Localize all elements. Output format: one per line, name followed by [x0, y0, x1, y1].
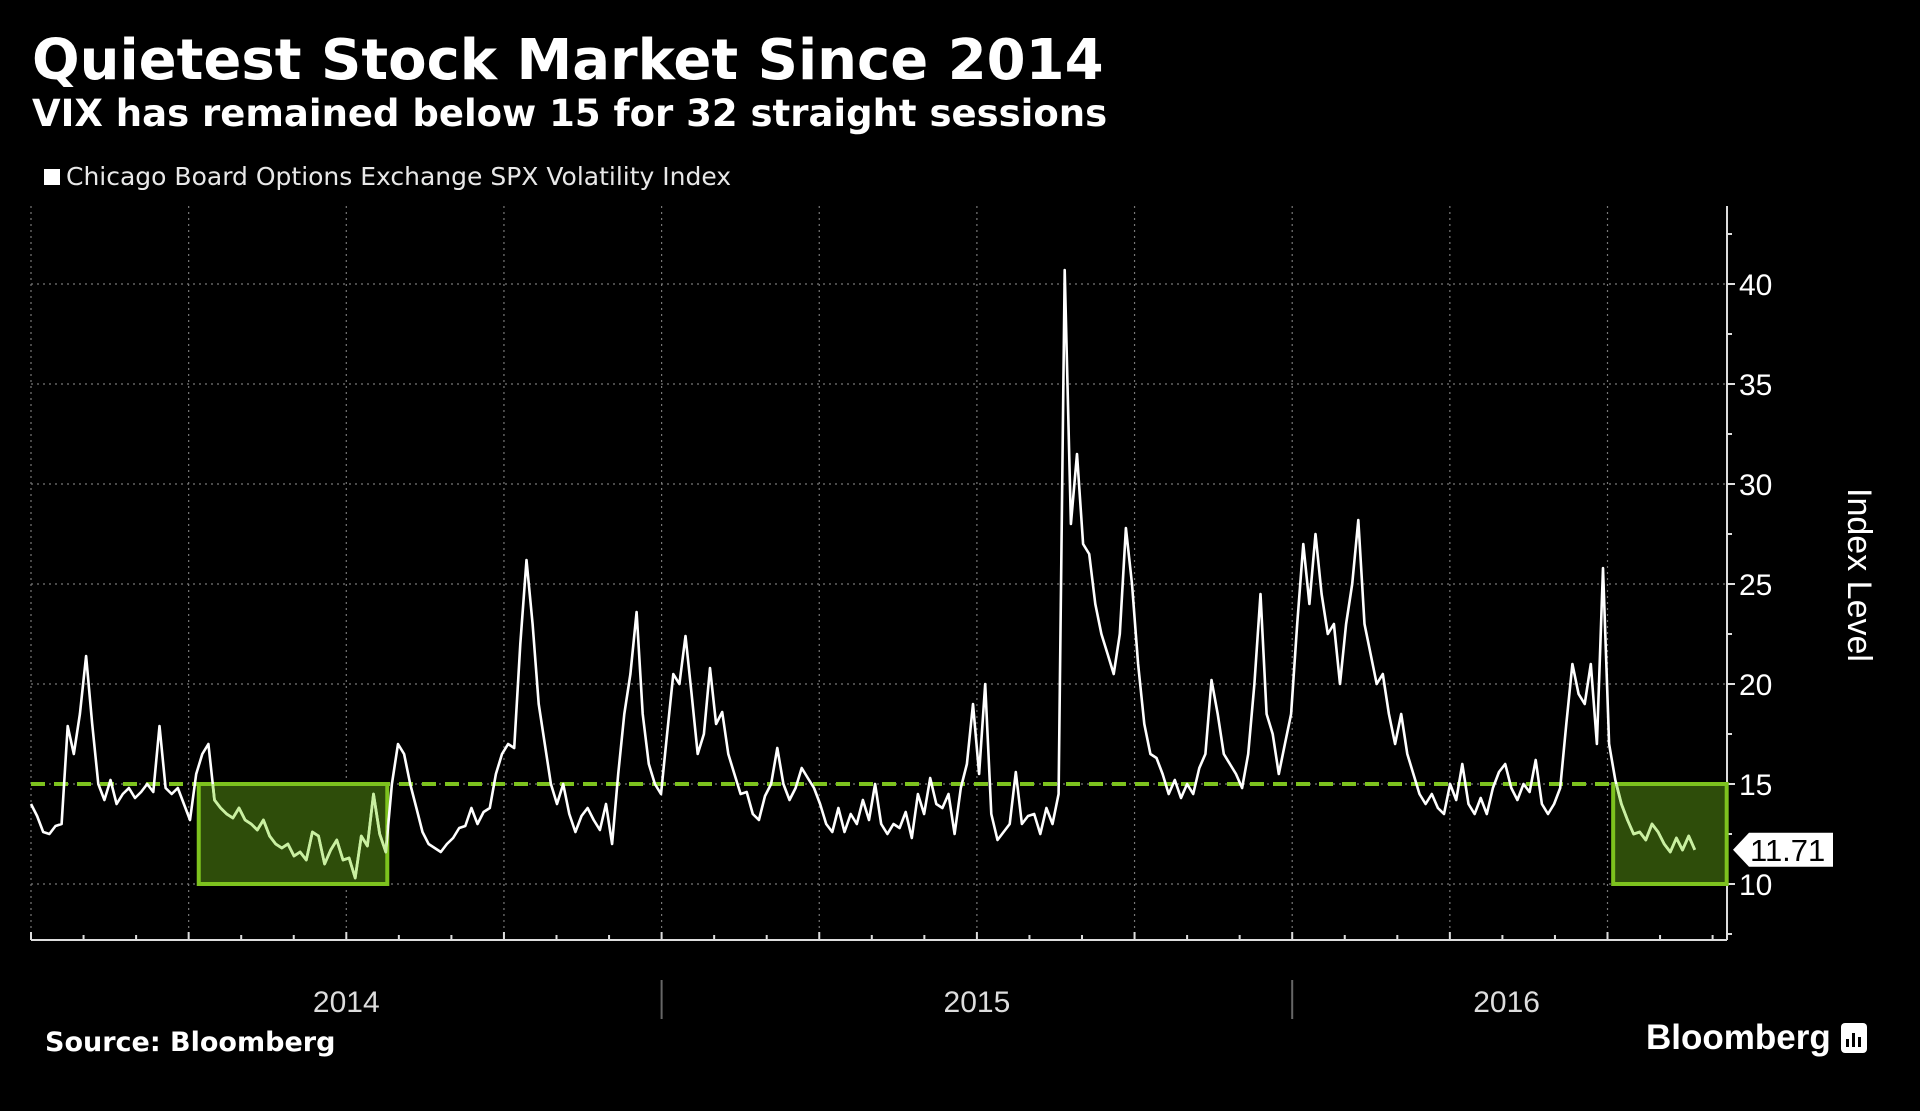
y-tick-labels: 10 15 20 25 30 35 40 — [1739, 269, 1772, 902]
legend-label: Chicago Board Options Exchange SPX Volat… — [66, 162, 732, 191]
highlight-box — [1611, 782, 1729, 886]
chart-subtitle: VIX has remained below 15 for 32 straigh… — [32, 92, 1108, 135]
y-tick-label: 35 — [1739, 369, 1772, 402]
y-axis-label: Index Level — [1840, 488, 1878, 662]
last-value-box — [1733, 832, 1833, 867]
x-tick-label: 2016 — [1473, 986, 1540, 1019]
y-tick-label: 20 — [1739, 669, 1772, 702]
axes — [30, 206, 1735, 1019]
series-lines — [29, 268, 1697, 880]
last-value-text: 11.71 — [1750, 833, 1825, 868]
y-tick-label: 30 — [1739, 469, 1772, 502]
highlight-box — [196, 782, 390, 886]
x-tick-label: 2015 — [944, 986, 1011, 1019]
legend: Chicago Board Options Exchange SPX Volat… — [44, 162, 731, 191]
x-tick-labels: 2014 2015 2016 — [313, 986, 1540, 1019]
source-note: Source: Bloomberg — [45, 1027, 336, 1058]
y-tick-label: 10 — [1739, 869, 1772, 902]
y-tick-label: 40 — [1739, 269, 1772, 302]
last-value-label: 11.71 — [1733, 832, 1833, 868]
highlight-boxes — [196, 782, 1729, 886]
bloomberg-logo: Bloomberg — [1646, 1018, 1867, 1058]
y-tick-label: 15 — [1739, 769, 1772, 802]
gridlines — [30, 206, 1727, 940]
legend-swatch — [44, 168, 60, 185]
bloomberg-chart-icon — [1840, 1023, 1867, 1053]
chart-title: Quietest Stock Market Since 2014 — [32, 28, 1104, 93]
y-tick-label: 25 — [1739, 569, 1772, 602]
x-tick-label: 2014 — [313, 986, 380, 1019]
brand-name: Bloomberg — [1646, 1018, 1831, 1057]
